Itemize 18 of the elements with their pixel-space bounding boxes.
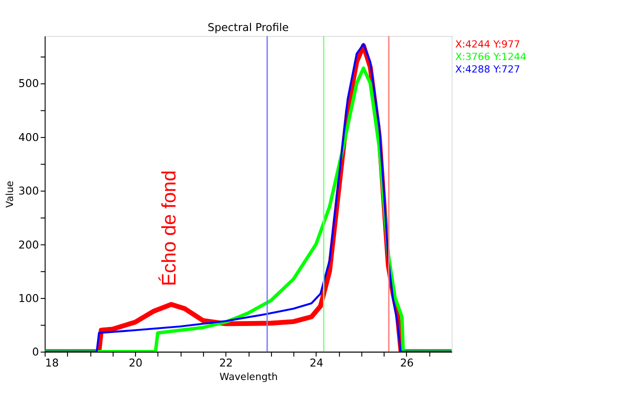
- text: X:4244 Y:977: [455, 40, 520, 51]
- y-tick-label: 400: [18, 130, 40, 144]
- x-tick-label: 18: [45, 356, 59, 370]
- y-tick-label: 300: [18, 184, 40, 198]
- x-tick-label: 24: [310, 356, 324, 370]
- text: X:3766 Y:1244: [455, 52, 526, 64]
- x-tick-label: 22: [219, 356, 233, 370]
- y-tick-label: 500: [18, 77, 40, 90]
- chart-title: Spectral Profile: [208, 20, 290, 34]
- text: X:4288 Y:727: [455, 64, 520, 76]
- x-tick-label: 20: [128, 356, 143, 370]
- y-tick-label: 200: [18, 238, 40, 252]
- annotation: Écho de fond: [157, 170, 180, 286]
- y-axis-title: Value: [5, 180, 16, 208]
- y-tick-label: 0: [32, 346, 40, 359]
- x-axis-title: Wavelength: [219, 372, 278, 383]
- y-tick-label: 100: [18, 292, 40, 306]
- x-tick-label: 26: [400, 356, 414, 370]
